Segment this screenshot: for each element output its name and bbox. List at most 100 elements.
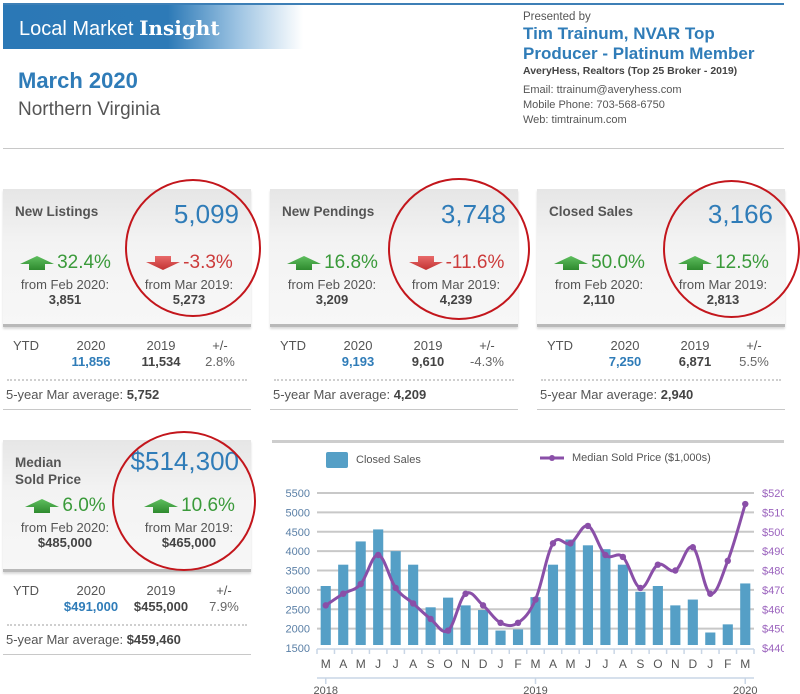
bar-closed-sales [338, 564, 349, 645]
card-value: 3,748 [440, 199, 506, 229]
legend-closed-sales: Closed Sales [326, 452, 421, 468]
median-price-point [340, 590, 347, 597]
ytd-2019-value: 9,610 [411, 354, 445, 369]
x-tick-label: J [602, 657, 608, 671]
contact-phone[interactable]: Mobile Phone: 703-568-6750 [523, 99, 665, 111]
change-prev-value: $465,000 [161, 535, 217, 550]
bar-closed-sales [355, 541, 366, 645]
change-pct: -3.3% [183, 252, 233, 273]
change-from-label: from Mar 2019: [411, 277, 501, 292]
median-price-point [479, 602, 487, 609]
x-tick-label: F [514, 657, 521, 671]
card-bottom-rule [537, 409, 785, 410]
dotted-divider [274, 379, 514, 381]
x-tick-label: M [356, 657, 366, 671]
card-header: Closed Sales 3,166 50.0% from Feb 2020: … [537, 189, 785, 327]
median-price-point [374, 551, 382, 559]
ytd-row: YTD 2020 2019 +/- $491,000 $455,000 7.9% [3, 578, 251, 622]
x-tick-label: A [339, 657, 347, 671]
card-value: 5,099 [173, 199, 239, 229]
combo-chart: 1500 2000 2500 3000 3500 4000 4500 5000 5500 $440… [286, 488, 784, 694]
bar-closed-sales [373, 529, 384, 645]
banner-plain-text: Local Market [19, 18, 140, 40]
card-bottom-rule [270, 409, 518, 410]
y-left-tick-label: 4500 [286, 527, 310, 539]
bar-closed-sales [443, 597, 454, 645]
median-price-point [444, 627, 452, 634]
ytd-2020-value: 7,250 [608, 354, 642, 369]
contact-email[interactable]: Email: ttrainum@averyhess.com [523, 84, 682, 96]
ytd-2019-label: 2019 [146, 583, 176, 598]
y-left-tick-label: 2000 [286, 624, 310, 636]
dotted-divider [7, 379, 247, 381]
ytd-diff-label: +/- [216, 583, 232, 598]
median-price-point [532, 596, 539, 603]
report-region: Northern Virginia [18, 99, 161, 120]
y-left-tick-label: 1500 [286, 643, 310, 655]
change-month: 6.0% from Feb 2020: $485,000 [3, 496, 127, 551]
change-prev-value: $485,000 [37, 535, 93, 550]
line-marker-icon [540, 455, 564, 461]
contact-web[interactable]: Web: timtrainum.com [523, 114, 627, 126]
change-year: -3.3% from Mar 2019: 5,273 [127, 253, 251, 308]
year-label: 2019 [523, 685, 547, 694]
ytd-2019-value: $455,000 [133, 599, 189, 614]
ytd-2019-label: 2019 [680, 338, 710, 353]
banner-strong-text: Insight [139, 16, 220, 40]
chart-top-rule [272, 440, 784, 443]
median-price-point [497, 619, 504, 627]
change-from-label: from Feb 2020: [20, 520, 110, 535]
avg-value: 2,940 [660, 387, 694, 402]
contact-info: Email: ttrainum@averyhess.com Mobile Pho… [523, 83, 793, 128]
y-right-tick-label: $480 [762, 566, 784, 578]
ytd-2020-label: 2020 [76, 583, 106, 598]
ytd-label: YTD [13, 338, 39, 353]
ytd-2020-label: 2020 [610, 338, 640, 353]
legend-median-price: Median Sold Price ($1,000s) [540, 452, 711, 464]
bar-closed-sales [617, 564, 628, 645]
ytd-2019-value: 6,871 [678, 354, 712, 369]
bar-closed-sales [600, 549, 611, 645]
arrow-up-icon [20, 256, 55, 270]
ytd-2019-label: 2019 [146, 338, 176, 353]
median-price-point [462, 590, 469, 597]
y-right-tick-label: $470 [762, 585, 784, 597]
card-label-line2: Sold Price [15, 472, 82, 487]
x-tick-label: D [688, 657, 697, 671]
y-right-tick-label: $500 [762, 527, 784, 539]
change-month: 16.8% from Feb 2020: 3,209 [270, 253, 394, 308]
card-label-line1: Median [15, 455, 62, 470]
ytd-diff-label: +/- [746, 338, 762, 353]
x-tick-label: A [549, 657, 557, 671]
ytd-row: YTD 2020 2019 +/- 11,856 11,534 2.8% [3, 333, 251, 377]
change-year: 12.5% from Mar 2019: 2,813 [661, 253, 785, 308]
bar-closed-sales [705, 632, 716, 645]
change-from-label: from Mar 2019: [144, 520, 234, 535]
ytd-2020-value: $491,000 [63, 599, 119, 614]
presented-by-label: Presented by [523, 11, 591, 23]
avg-label: 5-year Mar average: [6, 632, 124, 647]
median-price-point [322, 602, 329, 609]
y-right-tick-label: $520 [762, 488, 784, 500]
change-prev-value: 5,273 [172, 292, 206, 307]
change-pct: -11.6% [445, 252, 505, 273]
x-tick-label: N [461, 657, 470, 671]
five-year-average: 5-year Mar average: 5,752 [3, 381, 251, 409]
five-year-average: 5-year Mar average: $459,460 [3, 626, 251, 654]
change-month: 50.0% from Feb 2020: 2,110 [537, 253, 661, 308]
card-value: $514,300 [130, 446, 239, 476]
avg-value: 5,752 [126, 387, 160, 402]
bar-closed-sales [635, 591, 646, 645]
median-price-point [689, 544, 697, 551]
median-price-point [584, 522, 592, 530]
year-label: 2020 [733, 685, 757, 694]
banner: Local Market Insight [3, 5, 303, 49]
ytd-diff-value: 7.9% [209, 599, 239, 614]
median-price-point [619, 553, 627, 561]
bar-closed-sales [582, 545, 594, 645]
change-pct: 6.0% [62, 495, 106, 516]
ytd-2019-value: 11,534 [141, 354, 181, 369]
change-month: 32.4% from Feb 2020: 3,851 [3, 253, 127, 308]
median-price-point [357, 580, 364, 588]
card-new-pendings: New Pendings 3,748 16.8% from Feb 2020: … [270, 189, 518, 410]
